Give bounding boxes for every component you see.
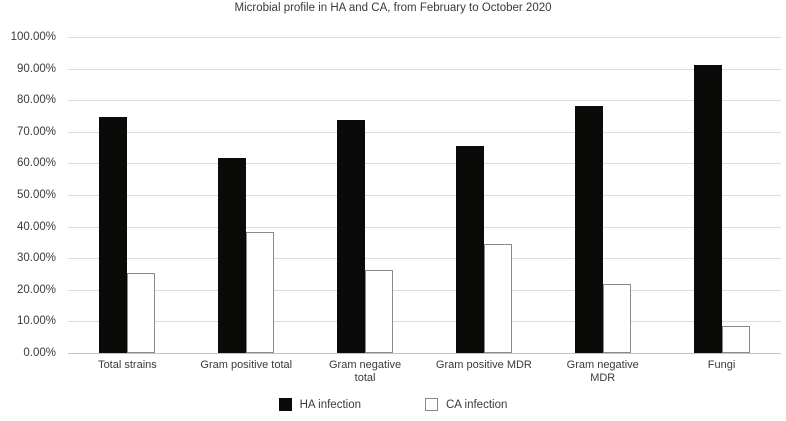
y-axis-tick-label: 80.00% [16,94,56,107]
bar-ca-6 [721,325,750,353]
bar-group [543,37,662,353]
bar-ha-4 [455,146,484,353]
gridline [68,258,781,260]
gridline [68,321,781,323]
bar-ca-5 [602,283,631,353]
x-axis-label: Gram negative total [328,359,402,384]
y-axis-tick-label: 40.00% [16,220,56,233]
y-axis-tick-label: 90.00% [16,62,56,75]
gridline [68,226,781,228]
x-axis-category-labels: Total strains Gram positive total Gram neg… [68,359,781,385]
bar-ca-3 [365,269,394,353]
x-axis-label: Fungi [707,359,736,371]
bar-groups [68,37,781,353]
y-axis-tick-label: 50.00% [16,189,56,201]
y-axis-tick-label: 20.00% [16,283,56,296]
bar-group [187,37,306,353]
legend-item-ha: HA infection [278,398,361,411]
bar-ha-1 [99,116,128,353]
legend-label: HA infection [299,398,361,411]
chart-title: Microbial profile in HA and CA, from Feb… [234,2,552,14]
bar-ha-5 [574,106,603,353]
bar-group [68,37,187,353]
gridline [68,163,781,165]
gridline [68,195,781,196]
legend-swatch-ca [425,398,438,411]
bar-group [306,37,425,353]
x-axis-label: Gram positive total [200,359,293,371]
legend-item-ca: CA infection [425,398,507,411]
legend-swatch-ha [278,398,292,411]
bar-ha-6 [693,64,722,353]
bar-group [662,37,781,353]
x-axis-label: Total strains [98,359,157,371]
y-axis-tick-labels: 100.00% 90.00% 80.00% 70.00% 60.00% 50.00% 40.… [0,31,62,359]
y-axis-tick-label: 10.00% [16,315,56,328]
y-axis-tick-label: 100.00% [10,31,56,43]
bar-group [424,37,543,353]
gridline [68,100,781,102]
x-axis-label: Gram positive MDR [435,359,532,371]
x-axis-line [68,353,781,354]
gridline [68,68,781,70]
y-axis-tick-label: 70.00% [16,125,56,138]
bar-ca-4 [483,243,512,353]
gridline [68,131,781,133]
bar-ca-2 [246,231,275,353]
chart-legend: HA infection CA infection [0,398,786,411]
bar-ca-1 [127,273,156,353]
legend-label: CA infection [446,398,508,411]
plot-area [68,37,781,354]
y-axis-tick-label: 0.00% [23,347,56,359]
bar-ha-2 [218,158,247,353]
x-axis-label: Gram negative MDR [566,359,639,384]
gridline [68,289,781,291]
bar-ha-3 [337,120,366,353]
y-axis-tick-label: 30.00% [16,252,56,265]
gridline [68,37,781,38]
y-axis-tick-label: 60.00% [16,157,56,170]
